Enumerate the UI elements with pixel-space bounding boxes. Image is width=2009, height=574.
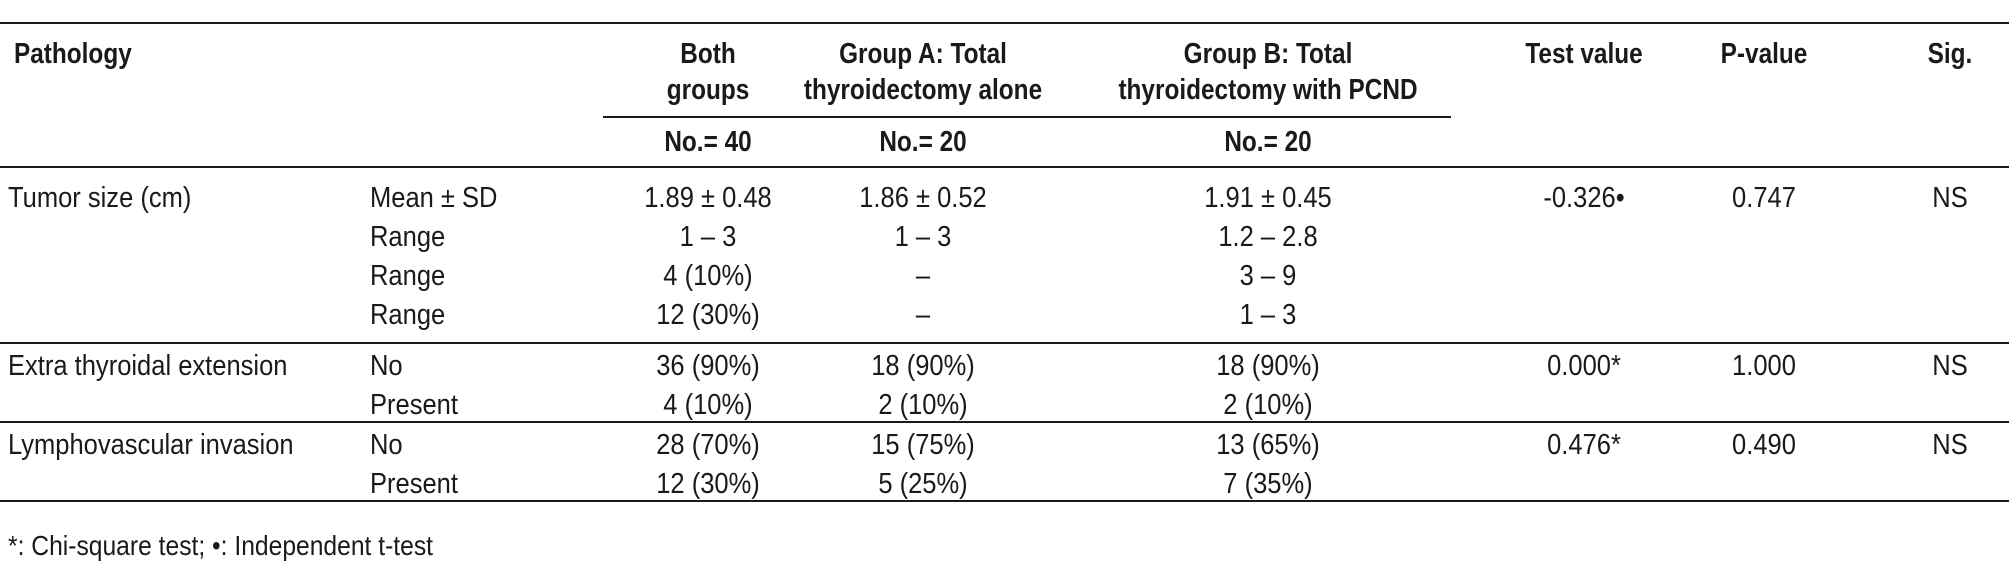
cell-groupB: 1.91 ± 0.45	[1204, 182, 1332, 214]
header-groupB-line1: Group B: Total	[1183, 38, 1353, 70]
cell-sig: NS	[1932, 350, 1968, 382]
sub-label: Range	[370, 260, 446, 292]
cell-sig: NS	[1932, 429, 1968, 461]
header-p-value: P-value	[1720, 38, 1808, 70]
row-label-lymphovascular: Lymphovascular invasion	[8, 429, 294, 461]
header-both-line1: Both	[680, 38, 736, 70]
cell-groupA: 1.86 ± 0.52	[859, 182, 987, 214]
row-label-tumor-size: Tumor size (cm)	[8, 182, 192, 214]
cell-groupA: 15 (75%)	[871, 429, 975, 461]
row-divider-1	[0, 342, 2009, 344]
count-groupA: No.= 20	[879, 126, 967, 158]
table-top-rule	[0, 22, 2009, 24]
count-groupB: No.= 20	[1224, 126, 1312, 158]
table-footnote: *: Chi-square test; •: Independent t-tes…	[8, 530, 434, 561]
header-pathology: Pathology	[14, 38, 132, 70]
cell-p-value: 0.747	[1732, 182, 1796, 214]
cell-groupB: 3 – 9	[1239, 260, 1297, 292]
cell-p-value: 0.490	[1732, 429, 1796, 461]
cell-test-value: -0.326•	[1543, 182, 1625, 214]
cell-both: 1.89 ± 0.48	[644, 182, 772, 214]
header-groupB-line2: thyroidectomy with PCND	[1118, 74, 1418, 106]
sub-label: No	[370, 350, 403, 382]
cell-both: 36 (90%)	[656, 350, 760, 382]
header-test-value: Test value	[1525, 38, 1643, 70]
cell-test-value: 0.476*	[1547, 429, 1621, 461]
header-bottom-rule	[0, 166, 2009, 168]
cell-groupB: 13 (65%)	[1216, 429, 1320, 461]
header-groupA-line1: Group A: Total	[839, 38, 1007, 70]
cell-groupA: 2 (10%)	[878, 389, 968, 421]
cell-groupB: 1.2 – 2.8	[1218, 221, 1318, 253]
table-bottom-rule	[0, 500, 2009, 502]
cell-both: 12 (30%)	[656, 468, 760, 500]
cell-p-value: 1.000	[1732, 350, 1796, 382]
sub-label: Range	[370, 299, 446, 331]
header-both-line2: groups	[666, 74, 750, 106]
cell-groupB: 7 (35%)	[1223, 468, 1313, 500]
header-sig: Sig.	[1927, 38, 1973, 70]
sub-label: Mean ± SD	[370, 182, 498, 214]
sub-label: No	[370, 429, 403, 461]
sub-label: Present	[370, 468, 458, 500]
cell-groupA: 5 (25%)	[878, 468, 968, 500]
sub-label: Range	[370, 221, 446, 253]
count-both: No.= 40	[664, 126, 752, 158]
row-label-extra-thyroidal: Extra thyroidal extension	[8, 350, 288, 382]
row-divider-2	[0, 421, 2009, 423]
cell-groupA: 1 – 3	[894, 221, 952, 253]
group-header-rule	[603, 116, 1451, 118]
cell-both: 28 (70%)	[656, 429, 760, 461]
cell-sig: NS	[1932, 182, 1968, 214]
cell-both: 1 – 3	[679, 221, 737, 253]
cell-both: 4 (10%)	[663, 260, 753, 292]
cell-groupA: –	[915, 299, 931, 331]
sub-label: Present	[370, 389, 458, 421]
cell-both: 4 (10%)	[663, 389, 753, 421]
cell-groupA: 18 (90%)	[871, 350, 975, 382]
cell-test-value: 0.000*	[1547, 350, 1621, 382]
header-groupA-line2: thyroidectomy alone	[803, 74, 1043, 106]
cell-both: 12 (30%)	[656, 299, 760, 331]
cell-groupB: 2 (10%)	[1223, 389, 1313, 421]
cell-groupA: –	[915, 260, 931, 292]
cell-groupB: 18 (90%)	[1216, 350, 1320, 382]
cell-groupB: 1 – 3	[1239, 299, 1297, 331]
